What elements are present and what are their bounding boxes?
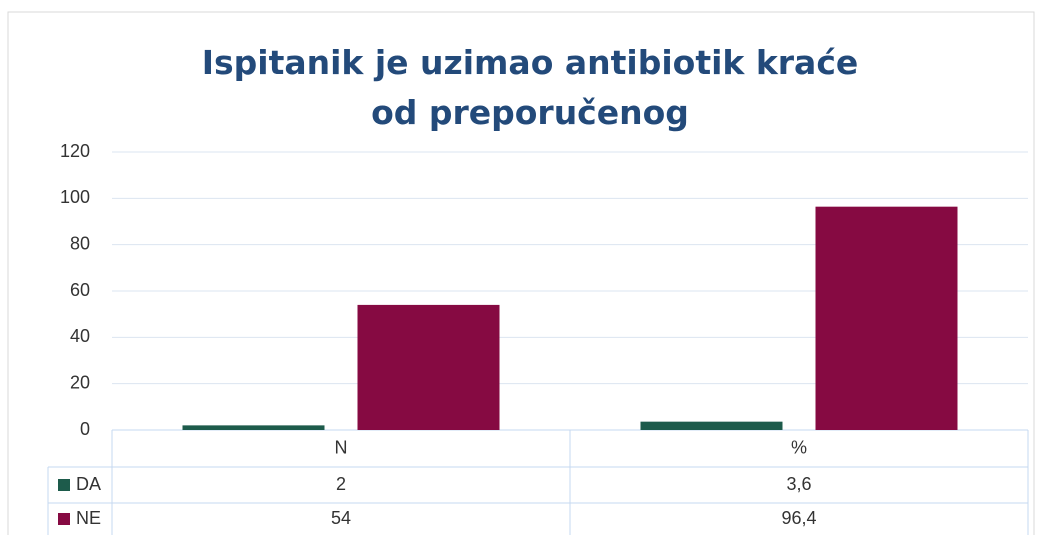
table-value: 3,6	[786, 474, 811, 494]
bar	[182, 425, 325, 430]
y-tick-label: 100	[60, 187, 90, 207]
legend-key	[58, 479, 70, 491]
legend-key	[58, 513, 70, 525]
chart-title: Ispitanik je uzimao antibiotik kraće od …	[201, 43, 859, 132]
y-tick-label: 120	[60, 141, 90, 161]
x-tick-label: N	[335, 437, 348, 457]
table-value: 2	[336, 474, 346, 494]
table-value: 54	[331, 508, 351, 528]
chart-border	[7, 11, 1035, 535]
x-tick-label: %	[791, 437, 807, 457]
legend-label: NE	[76, 508, 101, 528]
y-tick-label: 40	[70, 326, 90, 346]
legend-label: DA	[76, 474, 101, 494]
y-tick-label: 0	[80, 419, 90, 439]
y-tick-label: 80	[70, 233, 90, 253]
table-value: 96,4	[781, 508, 816, 528]
y-tick-label: 60	[70, 280, 90, 300]
y-tick-label: 20	[70, 372, 90, 392]
bar	[357, 304, 500, 430]
bar	[640, 421, 783, 430]
bar	[815, 206, 958, 430]
